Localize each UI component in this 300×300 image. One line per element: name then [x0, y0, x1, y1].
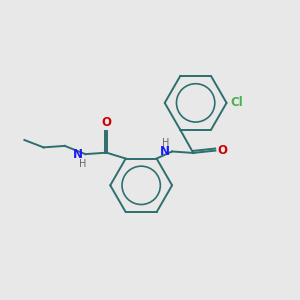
Text: O: O	[218, 144, 228, 157]
Text: O: O	[102, 116, 112, 128]
Text: N: N	[160, 145, 170, 158]
Text: H: H	[162, 138, 169, 148]
Text: H: H	[79, 159, 87, 169]
Text: N: N	[73, 148, 83, 160]
Text: Cl: Cl	[230, 96, 243, 110]
